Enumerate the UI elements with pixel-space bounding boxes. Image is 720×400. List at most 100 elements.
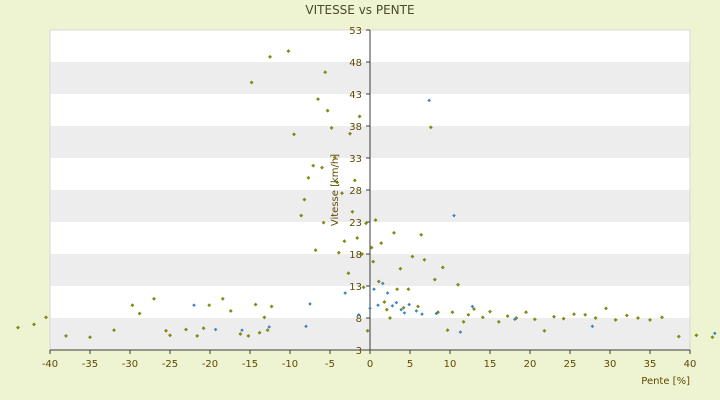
olive-point bbox=[238, 332, 243, 336]
x-tick-label: 25 bbox=[564, 359, 577, 370]
blue-point bbox=[407, 302, 411, 307]
olive-point bbox=[406, 287, 411, 292]
blue-point bbox=[308, 302, 312, 306]
olive-point bbox=[561, 316, 566, 321]
blue-point bbox=[402, 311, 407, 315]
x-tick-label: -15 bbox=[242, 359, 258, 370]
x-tick-label: 5 bbox=[407, 359, 413, 370]
olive-point bbox=[419, 232, 424, 237]
olive-point bbox=[137, 311, 142, 316]
blue-point bbox=[427, 98, 431, 103]
olive-point bbox=[542, 328, 547, 333]
olive-point bbox=[710, 335, 715, 340]
olive-point bbox=[572, 312, 576, 317]
olive-point bbox=[505, 314, 510, 318]
x-tick-label: 35 bbox=[644, 359, 657, 370]
olive-point bbox=[16, 325, 20, 330]
olive-point bbox=[88, 335, 92, 340]
olive-point bbox=[410, 254, 415, 259]
x-tick-label: -20 bbox=[202, 359, 218, 370]
blue-point bbox=[240, 328, 244, 332]
y-tick-label: 43 bbox=[349, 90, 362, 101]
olive-point bbox=[428, 125, 433, 130]
olive-point bbox=[329, 126, 334, 130]
olive-point bbox=[552, 314, 556, 319]
olive-point bbox=[44, 315, 48, 320]
olive-point bbox=[130, 303, 135, 308]
olive-point bbox=[613, 318, 618, 322]
olive-point bbox=[323, 70, 328, 75]
blue-point bbox=[399, 307, 403, 312]
blue-point bbox=[513, 317, 517, 322]
olive-point bbox=[201, 326, 206, 331]
blue-point bbox=[590, 324, 595, 329]
olive-point bbox=[624, 313, 629, 318]
blue-point bbox=[390, 304, 395, 308]
blue-point bbox=[458, 330, 463, 334]
olive-point bbox=[583, 312, 588, 317]
blue-point bbox=[414, 309, 419, 313]
olive-point bbox=[268, 54, 272, 59]
olive-point bbox=[286, 49, 291, 54]
olive-point bbox=[395, 287, 400, 292]
olive-point bbox=[371, 259, 376, 264]
x-tick-label: -30 bbox=[122, 359, 138, 370]
olive-point bbox=[168, 333, 172, 338]
olive-point bbox=[257, 330, 262, 335]
olive-point bbox=[355, 236, 360, 240]
olive-point bbox=[466, 312, 471, 317]
olive-point bbox=[373, 218, 378, 222]
olive-point bbox=[313, 248, 318, 253]
blue-point bbox=[304, 324, 308, 329]
x-tick-label: -5 bbox=[325, 359, 335, 370]
olive-point bbox=[488, 309, 492, 314]
olive-point bbox=[376, 279, 381, 284]
olive-point bbox=[360, 252, 364, 256]
y-tick-label: 13 bbox=[349, 282, 362, 293]
olive-point bbox=[335, 180, 340, 185]
blue-point bbox=[368, 306, 372, 311]
olive-point bbox=[676, 334, 681, 339]
olive-point bbox=[332, 155, 337, 160]
y-tick-label: 38 bbox=[349, 122, 362, 133]
olive-point bbox=[445, 328, 450, 333]
blue-point bbox=[267, 325, 271, 329]
blue-point bbox=[357, 313, 361, 317]
olive-point bbox=[152, 296, 156, 301]
blue-point bbox=[381, 281, 385, 286]
olive-point bbox=[593, 316, 598, 320]
olive-point bbox=[32, 322, 36, 327]
x-tick-label: 20 bbox=[524, 359, 537, 370]
olive-point bbox=[299, 213, 304, 218]
x-tick-label: -25 bbox=[162, 359, 178, 370]
y-tick-label: 23 bbox=[349, 218, 362, 229]
olive-point bbox=[306, 175, 311, 180]
x-tick-label: 0 bbox=[367, 359, 373, 370]
chart-title: VITESSE vs PENTE bbox=[305, 3, 414, 17]
y-tick-label: 33 bbox=[349, 154, 362, 165]
olive-point bbox=[532, 317, 537, 322]
olive-point bbox=[461, 319, 466, 324]
blue-point bbox=[372, 287, 376, 291]
olive-point bbox=[164, 328, 168, 333]
olive-point bbox=[384, 307, 389, 312]
y-tick-label: 53 bbox=[349, 26, 362, 37]
olive-point bbox=[342, 239, 347, 244]
y-tick-label: 48 bbox=[349, 58, 362, 69]
olive-point bbox=[660, 315, 664, 320]
olive-point bbox=[346, 271, 351, 276]
olive-point bbox=[302, 197, 307, 202]
olive-point bbox=[432, 277, 437, 282]
olive-point bbox=[336, 250, 341, 255]
olive-point bbox=[636, 316, 640, 320]
olive-point bbox=[195, 334, 200, 338]
olive-point bbox=[524, 310, 528, 315]
olive-point bbox=[348, 131, 352, 136]
olive-point bbox=[365, 328, 370, 333]
x-tick-label: -40 bbox=[42, 359, 58, 370]
olive-point bbox=[361, 285, 366, 290]
data-points bbox=[16, 49, 717, 340]
x-axis-label: Pente [%] bbox=[641, 376, 690, 387]
